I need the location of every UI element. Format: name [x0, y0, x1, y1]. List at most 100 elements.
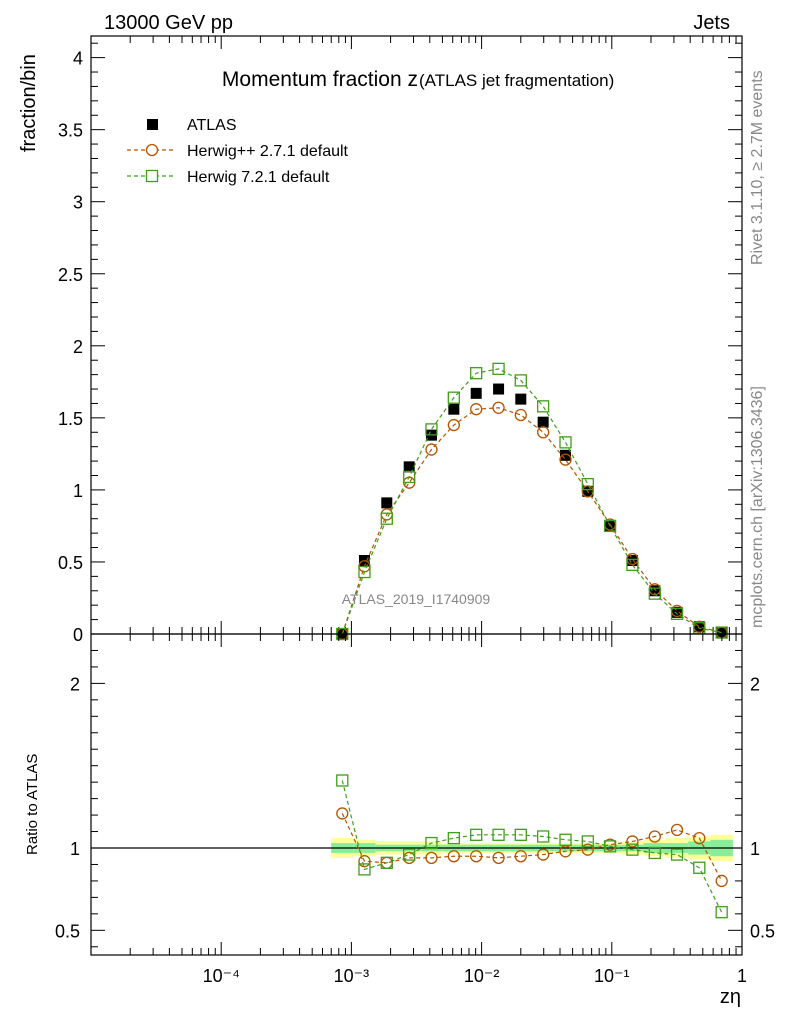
y-tick-label: 1	[73, 481, 83, 501]
y-tick-label: 3	[73, 193, 83, 213]
x-tick-label: 10⁻¹	[594, 966, 630, 986]
ratio-line-herwigpp	[341, 813, 723, 882]
y-tick-label: 0.5	[58, 553, 83, 573]
analysis-watermark: ATLAS_2019_I1740909	[342, 591, 491, 607]
main-title: Momentum fraction z	[222, 68, 418, 91]
main-y-axis-label: fraction/bin	[18, 54, 40, 152]
ratio-point-herwigpp	[693, 831, 706, 845]
point-atlas	[649, 585, 661, 597]
ratio-point-herwig7	[358, 863, 371, 876]
point-herwig7	[559, 436, 572, 449]
ratio-point-herwig7	[648, 846, 661, 860]
ratio-panel: 10⁻⁴ 10⁻³ 10⁻² 10⁻¹ 1 0.5 0.5 1 1 2 2 Ratio to ATL…	[24, 633, 775, 1008]
series-line-herwig7	[341, 368, 722, 635]
ratio-y-axis-label: Ratio to ATLAS	[24, 754, 41, 855]
ratio-point-herwig7	[403, 848, 416, 861]
ratio-y-tick-label-left: 1	[70, 839, 80, 859]
y-tick-label: 3.5	[58, 121, 83, 141]
ratio-point-herwig7	[380, 856, 393, 869]
ratio-point-herwigpp	[648, 830, 661, 843]
ratio-point-herwigpp	[492, 851, 505, 865]
x-axis-label: zη	[720, 986, 741, 1008]
point-atlas	[403, 461, 415, 473]
point-atlas	[381, 497, 393, 509]
point-herwig7	[425, 423, 438, 436]
y-tick-label: 0	[73, 625, 83, 645]
point-herwig7	[470, 367, 483, 380]
point-herwig7	[380, 512, 393, 525]
point-herwig7	[492, 362, 505, 376]
x-tick-label: 1	[737, 966, 747, 986]
ratio-point-herwigpp	[537, 848, 550, 861]
point-herwigpp	[537, 426, 550, 439]
point-atlas	[671, 606, 683, 618]
ratio-point-herwigpp	[581, 843, 594, 856]
point-atlas	[626, 555, 638, 567]
ratio-frame	[90, 633, 743, 956]
point-atlas	[560, 449, 572, 461]
ratio-point-herwig7	[470, 828, 483, 841]
ratio-point-herwig7	[626, 843, 639, 856]
ratio-point-herwig7	[715, 906, 728, 919]
main-subtitle: (ATLAS jet fragmentation)	[419, 71, 614, 90]
point-herwig7	[626, 558, 639, 571]
ratio-point-herwig7	[492, 828, 505, 841]
legend: ATLAS Herwig++ 2.7.1 default Herwig 7.2.…	[127, 117, 349, 186]
y-tick-label: 1.5	[58, 409, 83, 429]
legend-herwig7-marker	[145, 169, 159, 183]
ratio-point-herwig7	[559, 833, 572, 846]
point-herwigpp	[514, 408, 527, 422]
header-jets-label: Jets	[693, 12, 730, 34]
point-herwig7	[447, 391, 460, 404]
header-beam-label: 13000 GeV pp	[104, 12, 233, 34]
main-panel: 0 0.5 1 1.5 2 2.5 3 3.5 4 Momentum fraction z (A…	[18, 35, 743, 645]
point-atlas	[515, 393, 527, 405]
point-herwigpp	[447, 418, 460, 432]
point-herwig7	[670, 607, 684, 620]
ratio-point-herwigpp	[470, 850, 483, 863]
ratio-point-herwig7	[336, 774, 349, 787]
ratio-point-herwig7	[425, 836, 438, 850]
ratio-point-herwig7	[693, 861, 706, 874]
y-tick-label: 4	[73, 49, 83, 69]
ratio-point-herwigpp	[336, 807, 349, 820]
point-herwig7	[581, 477, 594, 491]
point-herwig7	[358, 565, 371, 579]
ratio-point-herwigpp	[514, 850, 527, 863]
point-herwigpp	[559, 453, 572, 466]
ratio-point-herwigpp	[358, 855, 371, 868]
ratio-point-herwigpp	[626, 835, 639, 848]
legend-atlas-marker	[147, 119, 158, 130]
ratio-y-tick-label-left: 2	[70, 674, 80, 694]
point-herwigpp	[470, 403, 483, 416]
ratio-point-herwigpp	[447, 850, 460, 863]
legend-herwigpp-label: Herwig++ 2.7.1 default	[187, 143, 349, 160]
point-herwig7	[403, 470, 416, 484]
ratio-point-herwig7	[603, 840, 617, 853]
ratio-point-herwig7	[670, 848, 684, 861]
x-tick-label: 10⁻⁴	[203, 966, 240, 986]
ratio-point-herwigpp	[425, 851, 438, 865]
ratio-y-tick-label-right: 2	[750, 674, 760, 694]
point-atlas	[537, 416, 549, 428]
mcplots-label: mcplots.cern.ch [arXiv:1306.3436]	[749, 386, 766, 628]
ratio-line-herwig7	[341, 780, 723, 913]
ratio-point-herwig7	[514, 828, 527, 841]
point-herwig7	[603, 519, 617, 533]
point-atlas	[448, 403, 460, 415]
point-atlas	[493, 383, 505, 395]
legend-entry-herwigpp: Herwig++ 2.7.1 default	[127, 143, 349, 160]
legend-entry-herwig7: Herwig 7.2.1 default	[127, 169, 330, 186]
ratio-y-tick-label-left: 0.5	[55, 921, 80, 941]
point-herwig7	[514, 374, 527, 387]
legend-herwig7-label: Herwig 7.2.1 default	[187, 169, 330, 186]
ratio-y-tick-label-right: 1	[750, 839, 760, 859]
ratio-point-herwig7	[537, 830, 550, 843]
y-tick-label: 2	[73, 337, 83, 357]
ratio-point-herwigpp	[715, 874, 728, 888]
ratio-point-herwig7	[581, 835, 594, 848]
y-tick-label: 2.5	[58, 265, 83, 285]
point-atlas	[470, 387, 482, 399]
point-herwig7	[537, 400, 550, 413]
